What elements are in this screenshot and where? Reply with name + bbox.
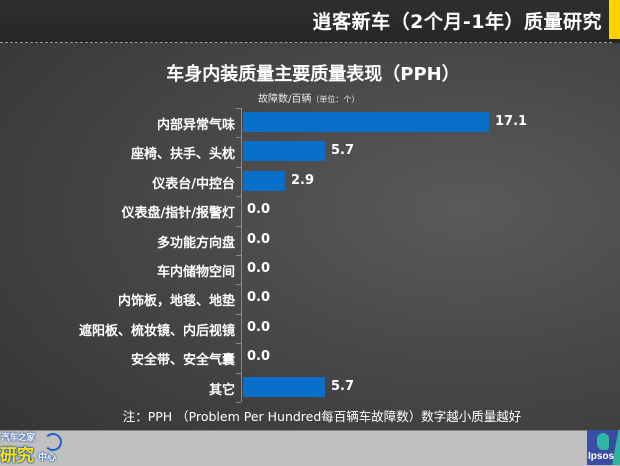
y-axis [241,108,242,402]
accent-tab [609,0,620,39]
chart-row: 内部异常气味 17.1 [0,108,620,137]
chart-row: 座椅、扶手、头枕 5.7 [0,137,620,166]
category-label: 内饰板，地毯、地垫 [117,294,235,310]
logo-text-line2: 研究 [0,446,34,466]
bar [243,170,285,191]
chart-row: 多功能方向盘 0.0 [0,226,620,255]
value-label: 0.0 [247,319,271,335]
head-silhouette-icon [597,433,609,450]
category-label: 座椅、扶手、头枕 [130,147,235,163]
axis-tick [236,284,241,286]
axis-tick [236,137,241,139]
axis-tick [236,343,241,345]
axis-tick [236,402,241,403]
axis-tick [236,313,241,315]
bar-chart: 内部异常气味 17.1 座椅、扶手、头枕 5.7 仪表台/中控台 2.9 仪表盘/指针/报警… [0,108,620,403]
autohome-research-logo: 汽车之家 研究 中心 [0,430,68,466]
chart-row: 内饰板，地毯、地垫 0.0 [0,284,620,313]
value-label: 0.0 [247,349,271,365]
page-title: 逍客新车（2个月-1年）质量研究 [312,11,602,33]
value-label: 17.1 [495,114,528,129]
value-label: 2.9 [291,172,315,188]
chart-row: 仪表台/中控台 2.9 [0,167,620,196]
category-label: 车内储物空间 [156,265,235,280]
swirl-icon [44,433,62,451]
value-label: 5.7 [331,143,355,159]
header-divider [0,42,612,43]
unit-note: （单位：个） [311,95,360,104]
value-label: 0.0 [247,231,271,247]
category-label: 仪表台/中控台 [152,176,235,192]
ipsos-logo: Ipsos [587,430,620,465]
subtitle-text: 故障数/百辆 [258,94,312,105]
axis-tick [236,225,241,227]
value-label: 0.0 [247,261,271,276]
category-label: 仪表盘/指针/报警灯 [121,206,236,222]
bar [243,141,325,162]
logo-text-line1: 汽车之家 [1,433,36,443]
bar [243,112,489,132]
chart-title: 车身内装质量主要质量表现（PPH） [166,64,460,85]
chart-subtitle: 故障数/百辆（单位：个） [258,90,359,105]
chart-row: 仪表盘/指针/报警灯 0.0 [0,196,620,225]
category-label: 其它 [208,382,235,398]
category-label: 内部异常气味 [156,118,235,133]
chart-row: 安全带、安全气囊 0.0 [0,343,620,372]
axis-tick [236,196,241,198]
category-label: 多功能方向盘 [156,235,235,251]
ipsos-wordmark: Ipsos [588,451,615,462]
axis-tick [236,255,241,256]
value-label: 5.7 [331,378,355,394]
axis-tick [236,166,241,168]
value-label: 0.0 [247,202,271,218]
chart-row: 遮阳板、梳妆镜、内后视镜 0.0 [0,314,620,343]
footnote: 注：PPH （Problem Per Hundred每百辆车故障数）数字越小质量… [122,409,522,424]
chart-row: 车内储物空间 0.0 [0,255,620,284]
logo-text-line3: 中心 [38,453,57,463]
axis-tick [236,372,241,374]
chart-row: 其它 5.7 [0,373,620,402]
value-label: 0.0 [247,290,271,306]
bar [243,376,325,397]
axis-tick [236,108,241,109]
footer-bar [0,430,620,466]
category-label: 遮阳板、梳妆镜、内后视镜 [78,323,235,339]
category-label: 安全带、安全气囊 [130,353,235,369]
header-bar: 逍客新车（2个月-1年）质量研究 [0,0,620,43]
